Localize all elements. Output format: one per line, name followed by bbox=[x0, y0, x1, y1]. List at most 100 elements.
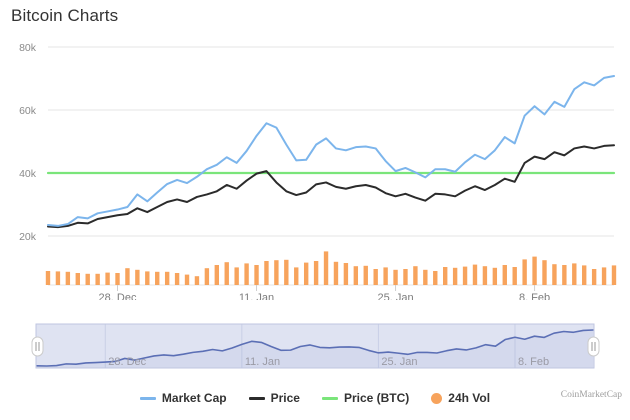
volume-bar bbox=[45, 271, 51, 285]
volume-bar bbox=[343, 263, 349, 285]
volume-bar bbox=[383, 267, 388, 285]
volume-bar bbox=[423, 269, 428, 285]
legend-item-price[interactable]: Price bbox=[248, 391, 300, 405]
volume-bar bbox=[174, 273, 180, 285]
volume-bar bbox=[433, 271, 438, 285]
legend-item-price-btc[interactable]: Price (BTC) bbox=[321, 391, 410, 405]
volume-bar bbox=[582, 265, 587, 285]
y-axis-label: 80k bbox=[19, 42, 37, 54]
page-title: Bitcoin Charts bbox=[11, 6, 119, 25]
volume-bar bbox=[363, 265, 368, 285]
volume-bar bbox=[264, 261, 269, 285]
volume-bar bbox=[522, 259, 527, 285]
series-line-price bbox=[47, 144, 615, 229]
volume-bar bbox=[234, 267, 239, 285]
x-axis-label: 11. Jan bbox=[239, 292, 274, 300]
navigator-x-label: 28. Dec bbox=[108, 356, 146, 368]
volume-bar bbox=[224, 262, 229, 285]
x-axis-label: 8. Feb bbox=[519, 292, 550, 300]
volume-bar bbox=[462, 266, 468, 285]
legend-label: Market Cap bbox=[161, 391, 227, 405]
x-axis-labels-group: 28. Dec 11. Jan 25. Jan 8. Feb bbox=[99, 292, 551, 300]
volume-bar bbox=[492, 267, 498, 285]
gridlines-group bbox=[48, 46, 614, 286]
legend-dot-icon bbox=[431, 392, 443, 404]
volume-bar bbox=[294, 267, 299, 285]
y-axis-label: 40k bbox=[19, 168, 37, 180]
volume-bar bbox=[572, 263, 577, 285]
y-axis-label: 60k bbox=[19, 105, 37, 117]
volume-bar bbox=[95, 273, 100, 285]
volume-bar bbox=[214, 265, 219, 285]
volume-bar bbox=[452, 267, 458, 285]
volume-bar bbox=[591, 269, 597, 285]
volume-bar bbox=[393, 269, 398, 285]
legend-label: Price bbox=[270, 391, 300, 405]
legend-line-icon bbox=[321, 396, 338, 400]
volume-bar bbox=[532, 256, 537, 285]
volume-bar bbox=[244, 263, 249, 285]
volume-bar bbox=[125, 268, 130, 285]
volume-bar bbox=[542, 260, 547, 285]
range-navigator[interactable]: 28. Dec 11. Jan 25. Jan 8. Feb bbox=[0, 318, 630, 376]
volume-bar bbox=[274, 260, 279, 285]
chart-legend: Market Cap Price Price (BTC) 24h Vol bbox=[0, 386, 630, 410]
volume-bar bbox=[552, 264, 557, 285]
navigator-handle-left[interactable] bbox=[31, 336, 44, 357]
credits-watermark[interactable]: CoinMarketCap bbox=[560, 390, 622, 400]
volume-bar bbox=[373, 269, 378, 285]
navigator-handle-right[interactable] bbox=[587, 336, 600, 357]
volume-bar bbox=[353, 266, 359, 285]
volume-bar bbox=[115, 273, 120, 285]
volume-bar bbox=[403, 269, 408, 285]
navigator-x-label: 25. Jan bbox=[381, 356, 417, 368]
series-line-market-cap bbox=[47, 74, 615, 227]
navigator-series-line bbox=[36, 329, 594, 367]
volume-bar bbox=[55, 271, 61, 285]
volume-bar bbox=[194, 276, 200, 285]
volume-bar bbox=[284, 259, 289, 285]
legend-label: 24h Vol bbox=[448, 391, 491, 405]
navigator-area-fill bbox=[37, 330, 593, 368]
volume-bar bbox=[562, 265, 567, 285]
legend-item-market-cap[interactable]: Market Cap bbox=[139, 391, 227, 405]
legend-line-icon bbox=[248, 396, 265, 400]
navigator-x-label: 8. Feb bbox=[518, 356, 549, 368]
volume-bar bbox=[145, 271, 150, 285]
volume-bar bbox=[512, 267, 517, 285]
volume-bar bbox=[472, 264, 478, 285]
volume-bar bbox=[313, 261, 319, 285]
main-chart-plot[interactable]: 20k 40k 60k 80k 28. Dec 11. Jan 25. Jan 8. Feb bbox=[0, 30, 630, 300]
volume-bar bbox=[65, 271, 71, 285]
y-axis-label: 20k bbox=[19, 231, 37, 243]
navigator-gridlines-group bbox=[104, 324, 516, 368]
volume-bar bbox=[323, 251, 329, 285]
handle-left-body[interactable] bbox=[31, 336, 44, 357]
navigator-x-label: 11. Jan bbox=[245, 356, 280, 368]
volume-bar bbox=[155, 271, 160, 285]
volume-bar bbox=[502, 265, 507, 285]
volume-bar bbox=[164, 271, 170, 285]
volume-bar bbox=[184, 274, 190, 285]
volume-bar bbox=[443, 267, 448, 285]
handle-right-body[interactable] bbox=[587, 336, 600, 357]
legend-item-24h-vol[interactable]: 24h Vol bbox=[431, 391, 490, 405]
volume-bar bbox=[333, 261, 339, 285]
legend-label: Price (BTC) bbox=[343, 391, 410, 405]
volume-bar bbox=[75, 273, 80, 285]
navigator-x-labels-group: 28. Dec 11. Jan 25. Jan 8. Feb bbox=[108, 356, 549, 368]
volume-bar bbox=[601, 267, 607, 285]
y-axis-labels-group: 20k 40k 60k 80k bbox=[19, 42, 37, 243]
main-chart-svg: 20k 40k 60k 80k 28. Dec 11. Jan 25. Jan 8. Feb bbox=[19, 42, 617, 300]
x-axis-label: 28. Dec bbox=[99, 292, 137, 300]
volume-bar bbox=[482, 266, 488, 285]
volume-bar bbox=[85, 273, 90, 285]
volume-bar bbox=[611, 265, 617, 285]
volume-bars-group bbox=[45, 251, 617, 285]
volume-bar bbox=[413, 266, 418, 285]
volume-bar bbox=[135, 269, 140, 285]
x-axis-ticks-group bbox=[117, 285, 536, 291]
volume-bar bbox=[105, 272, 110, 285]
volume-bar bbox=[303, 262, 309, 285]
